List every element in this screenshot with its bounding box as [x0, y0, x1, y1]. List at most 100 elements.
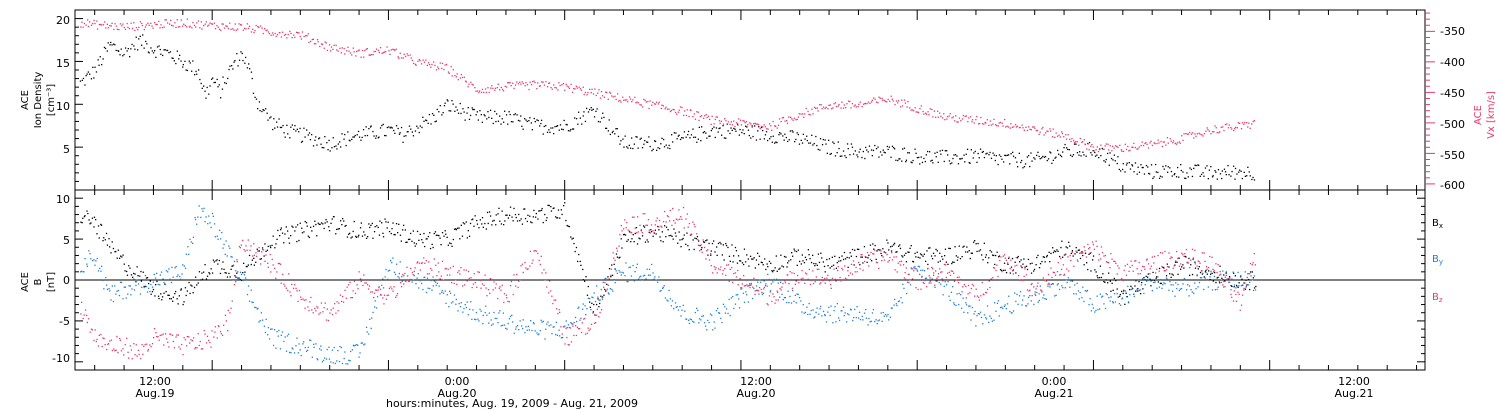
- by-point: [1075, 293, 1077, 295]
- by-point: [1136, 288, 1138, 290]
- bx-point: [717, 242, 720, 245]
- bz-point: [466, 280, 468, 282]
- by-point: [475, 319, 477, 321]
- bx-point: [1112, 289, 1114, 291]
- bx-point: [539, 210, 541, 212]
- ion-density-point: [846, 143, 849, 145]
- bx-point: [460, 224, 462, 226]
- ion-density-point: [1150, 164, 1153, 166]
- bz-point: [274, 267, 276, 269]
- vx-point: [227, 27, 229, 30]
- bz-point: [371, 291, 374, 293]
- by-point: [457, 310, 459, 312]
- bx-point: [1072, 255, 1074, 257]
- vx-point: [824, 107, 826, 110]
- ion-density-point: [1082, 151, 1084, 153]
- vx-point: [1033, 126, 1035, 128]
- bx-point: [133, 272, 135, 275]
- bz-point: [359, 278, 362, 280]
- bx-point: [757, 252, 759, 254]
- bz-point: [87, 318, 90, 320]
- bz-point: [978, 296, 980, 298]
- bz-point: [669, 220, 671, 222]
- bz-point: [537, 252, 539, 255]
- vx-point: [101, 24, 103, 26]
- by-point: [281, 331, 284, 333]
- bx-point: [432, 246, 434, 249]
- by-point: [1029, 295, 1031, 297]
- bx-point: [413, 242, 415, 244]
- vx-point: [377, 49, 379, 51]
- vx-point: [699, 115, 701, 118]
- bz-point: [314, 307, 316, 310]
- bz-point: [186, 336, 188, 338]
- vx-point: [484, 88, 487, 90]
- bx-point: [802, 260, 804, 262]
- bx-point: [698, 240, 700, 242]
- vx-point: [828, 104, 830, 106]
- vx-point: [668, 108, 670, 110]
- vx-point: [317, 41, 319, 43]
- ion-density-point: [1038, 155, 1040, 158]
- vx-point: [1185, 132, 1187, 135]
- vx-point: [364, 50, 366, 52]
- by-point: [188, 253, 190, 255]
- bz-point: [161, 334, 163, 336]
- by-point: [597, 296, 599, 298]
- by-point: [544, 338, 546, 340]
- by-point: [718, 312, 720, 314]
- by-point: [894, 298, 896, 301]
- bx-point: [1042, 256, 1044, 258]
- bz-point: [346, 286, 348, 288]
- bx-point: [84, 215, 86, 217]
- by-point: [1239, 276, 1242, 278]
- bz-point: [962, 286, 964, 288]
- bz-point: [859, 268, 861, 270]
- ion-density-point: [293, 128, 295, 130]
- vx-point: [155, 23, 157, 26]
- vx-point: [1158, 142, 1160, 144]
- by-point: [965, 302, 967, 304]
- vx-point: [343, 47, 345, 50]
- vx-point: [1216, 132, 1218, 134]
- by-point: [803, 312, 805, 314]
- bz-point: [605, 290, 607, 292]
- vx-point: [1117, 146, 1119, 148]
- vx-point: [459, 77, 461, 79]
- ion-density-point: [101, 64, 103, 66]
- vx-point: [320, 43, 323, 45]
- vx-point: [119, 23, 122, 25]
- bx-point: [230, 268, 232, 270]
- bz-point: [708, 259, 711, 261]
- vx-point: [1035, 129, 1037, 132]
- bz-point: [1076, 259, 1078, 261]
- by-point: [106, 288, 109, 290]
- bx-point: [345, 224, 347, 227]
- vx-point: [258, 26, 260, 29]
- by-point: [488, 312, 490, 314]
- vx-point: [328, 44, 331, 46]
- ion-density-point: [491, 117, 493, 119]
- ion-density-point: [762, 129, 764, 132]
- bx-point: [1075, 247, 1077, 249]
- bz-point: [1005, 259, 1008, 261]
- vx-point: [673, 109, 675, 111]
- ion-density-point: [426, 119, 428, 122]
- bx-point: [939, 252, 941, 254]
- by-point: [1076, 282, 1078, 284]
- vx-point: [476, 90, 479, 92]
- bx-point: [812, 254, 814, 256]
- by-point: [995, 310, 997, 312]
- ion-density-point: [332, 137, 334, 139]
- xtick-date: Aug.20: [737, 387, 776, 400]
- vx-point: [657, 103, 660, 105]
- ion-density-point: [408, 125, 411, 127]
- bz-point: [812, 282, 815, 285]
- vx-point: [797, 116, 799, 118]
- bz-point: [860, 253, 862, 256]
- bz-point: [1038, 293, 1040, 295]
- by-point: [471, 318, 473, 320]
- vx-point: [1182, 139, 1184, 141]
- vx-point: [676, 113, 678, 115]
- ion-density-point: [802, 133, 804, 135]
